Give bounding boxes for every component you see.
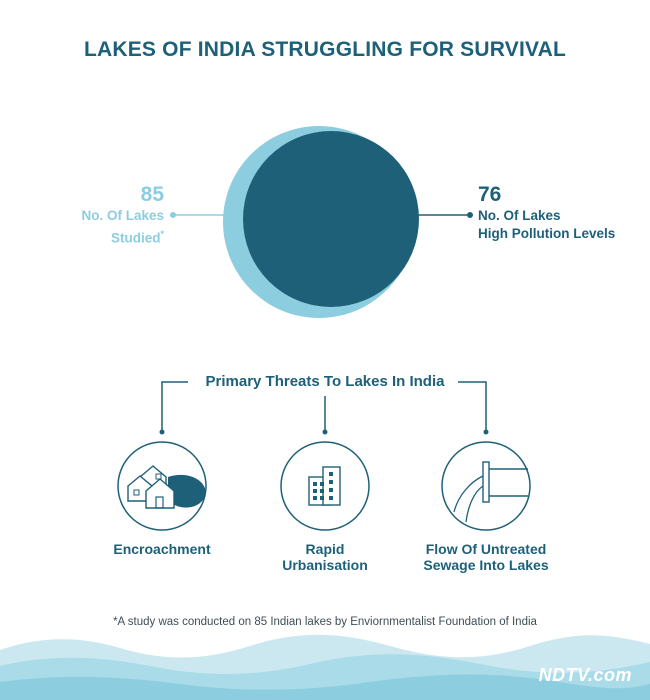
threat-encroachment-label: Encroachment (72, 541, 252, 557)
studied-connector-dot (170, 212, 176, 218)
wave-decoration (0, 634, 650, 700)
houses-icon (117, 441, 207, 531)
threat-urbanisation-label: Rapid Urbanisation (235, 541, 415, 573)
footnote-marker: * (160, 229, 164, 239)
sewage-pipe-icon (441, 441, 531, 531)
polluted-connector-dot (467, 212, 473, 218)
polluted-lakes-value: 76 (478, 183, 502, 206)
ndtv-logo[interactable]: NDTV.com (538, 665, 632, 685)
threats-bracket (161, 381, 487, 432)
threat-sewage-line2: Sewage Into Lakes (423, 557, 549, 573)
polluted-lakes-label-line2: High Pollution Levels (478, 226, 616, 241)
threat-sewage-line1: Flow Of Untreated (425, 541, 547, 557)
footnote: *A study was conducted on 85 Indian lake… (113, 616, 537, 628)
studied-lakes-label-line2: Studied (110, 230, 161, 246)
studied-lakes-stat: 85 No. Of Lakes Studied* (81, 183, 164, 248)
threat-urbanisation-line2: Urbanisation (282, 557, 368, 573)
studied-lakes-value: 85 (140, 183, 164, 206)
studied-lakes-label-line1: No. Of Lakes (81, 208, 164, 223)
threat-encroachment-line1: Encroachment (113, 541, 211, 557)
polluted-lakes-stat: 76 No. Of Lakes High Pollution Levels (478, 183, 615, 243)
building-icon (280, 441, 370, 531)
threats-heading-text: Primary Threats To Lakes In India (199, 373, 451, 390)
threat-sewage-label: Flow Of Untreated Sewage Into Lakes (396, 541, 576, 573)
polluted-lakes-label-line1: No. Of Lakes (478, 208, 561, 223)
threat-urbanisation-line1: Rapid (305, 541, 345, 557)
polluted-lakes-circle (243, 131, 419, 307)
page-title: LAKES OF INDIA STRUGGLING FOR SURVIVAL (83, 38, 567, 61)
threats-heading: Primary Threats To Lakes In India (0, 373, 650, 390)
